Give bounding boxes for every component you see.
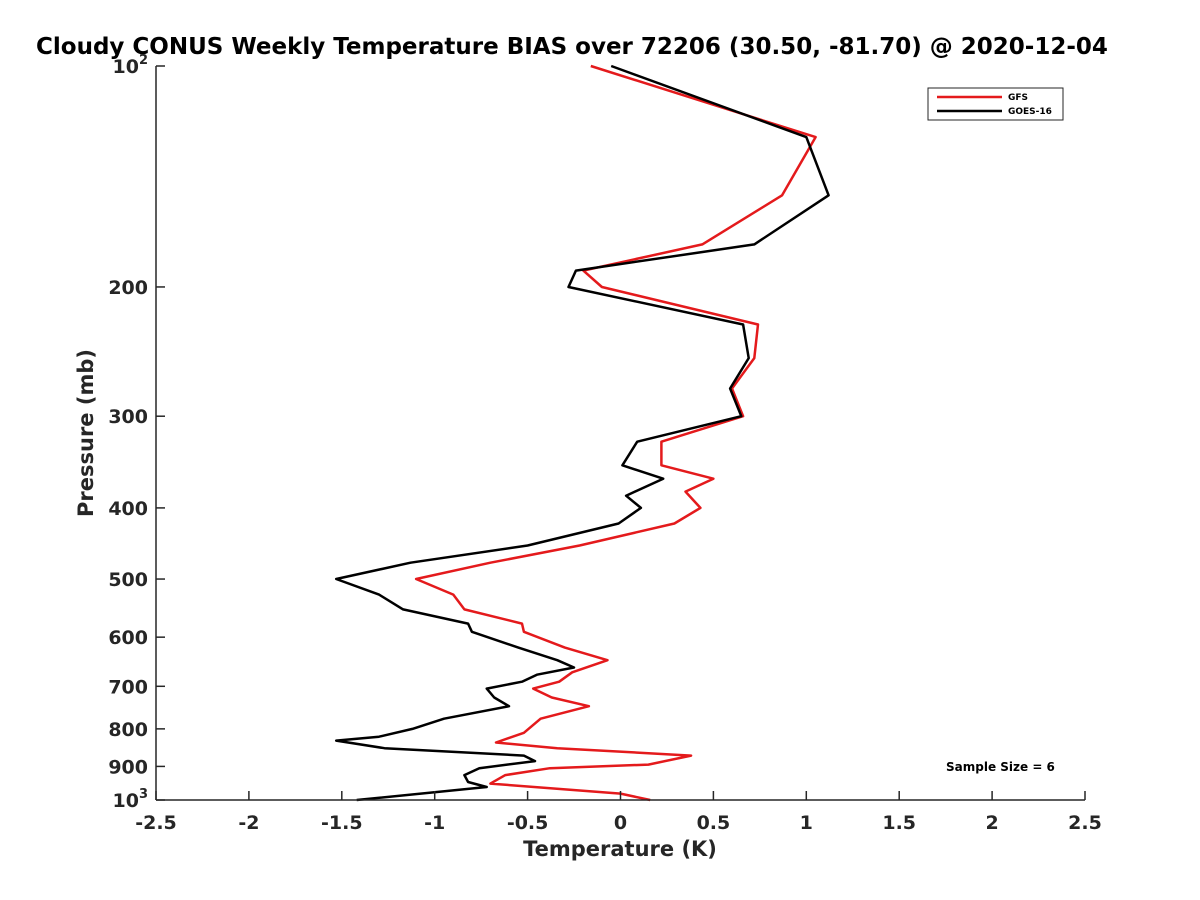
x-tick-label: -1 bbox=[424, 812, 445, 834]
series-line-gfs bbox=[414, 64, 817, 802]
legend-label-goes16: GOES-16 bbox=[1008, 107, 1052, 117]
series-line-goes16 bbox=[334, 64, 830, 802]
y-tick-label: 900 bbox=[108, 756, 148, 778]
x-tick-label: 1.5 bbox=[882, 812, 916, 834]
plot-box bbox=[155, 66, 1085, 801]
y-tick-label: 102 bbox=[113, 53, 149, 78]
x-tick-label: 0 bbox=[614, 812, 627, 834]
x-axis-label: Temperature (K) bbox=[523, 837, 717, 861]
x-tick-label: -2 bbox=[238, 812, 259, 834]
chart-title: Cloudy CONUS Weekly Temperature BIAS ove… bbox=[36, 34, 1108, 60]
x-tick-label: 2 bbox=[985, 812, 998, 834]
legend-label-gfs: GFS bbox=[1008, 93, 1028, 103]
y-tick-label: 400 bbox=[108, 498, 148, 520]
x-tick-label: 2.5 bbox=[1068, 812, 1102, 834]
x-tick-label: -2.5 bbox=[135, 812, 177, 834]
y-tick-label: 700 bbox=[108, 676, 148, 698]
sample-size-annotation: Sample Size = 6 bbox=[946, 760, 1055, 774]
y-tick-label: 600 bbox=[108, 627, 148, 649]
y-axis-label: Pressure (mb) bbox=[74, 349, 98, 517]
y-ticks: 102 200 300 400 500 600 700 800 900 103 bbox=[108, 53, 165, 812]
legend: GFS GOES-16 bbox=[927, 87, 1064, 121]
y-tick-label: 500 bbox=[108, 569, 148, 591]
x-tick-label: -0.5 bbox=[507, 812, 549, 834]
x-ticks: -2.5 -2 -1.5 -1 -0.5 0 0.5 1 1.5 2 2.5 bbox=[135, 791, 1102, 834]
legend-box bbox=[927, 87, 1064, 121]
plot-lines bbox=[334, 64, 830, 802]
x-tick-label: -1.5 bbox=[321, 812, 363, 834]
y-tick-label: 103 bbox=[113, 787, 149, 812]
y-tick-label: 800 bbox=[108, 719, 148, 741]
x-tick-label: 1 bbox=[800, 812, 813, 834]
y-tick-label: 200 bbox=[108, 277, 148, 299]
y-tick-label: 300 bbox=[108, 406, 148, 428]
x-tick-label: 0.5 bbox=[697, 812, 731, 834]
